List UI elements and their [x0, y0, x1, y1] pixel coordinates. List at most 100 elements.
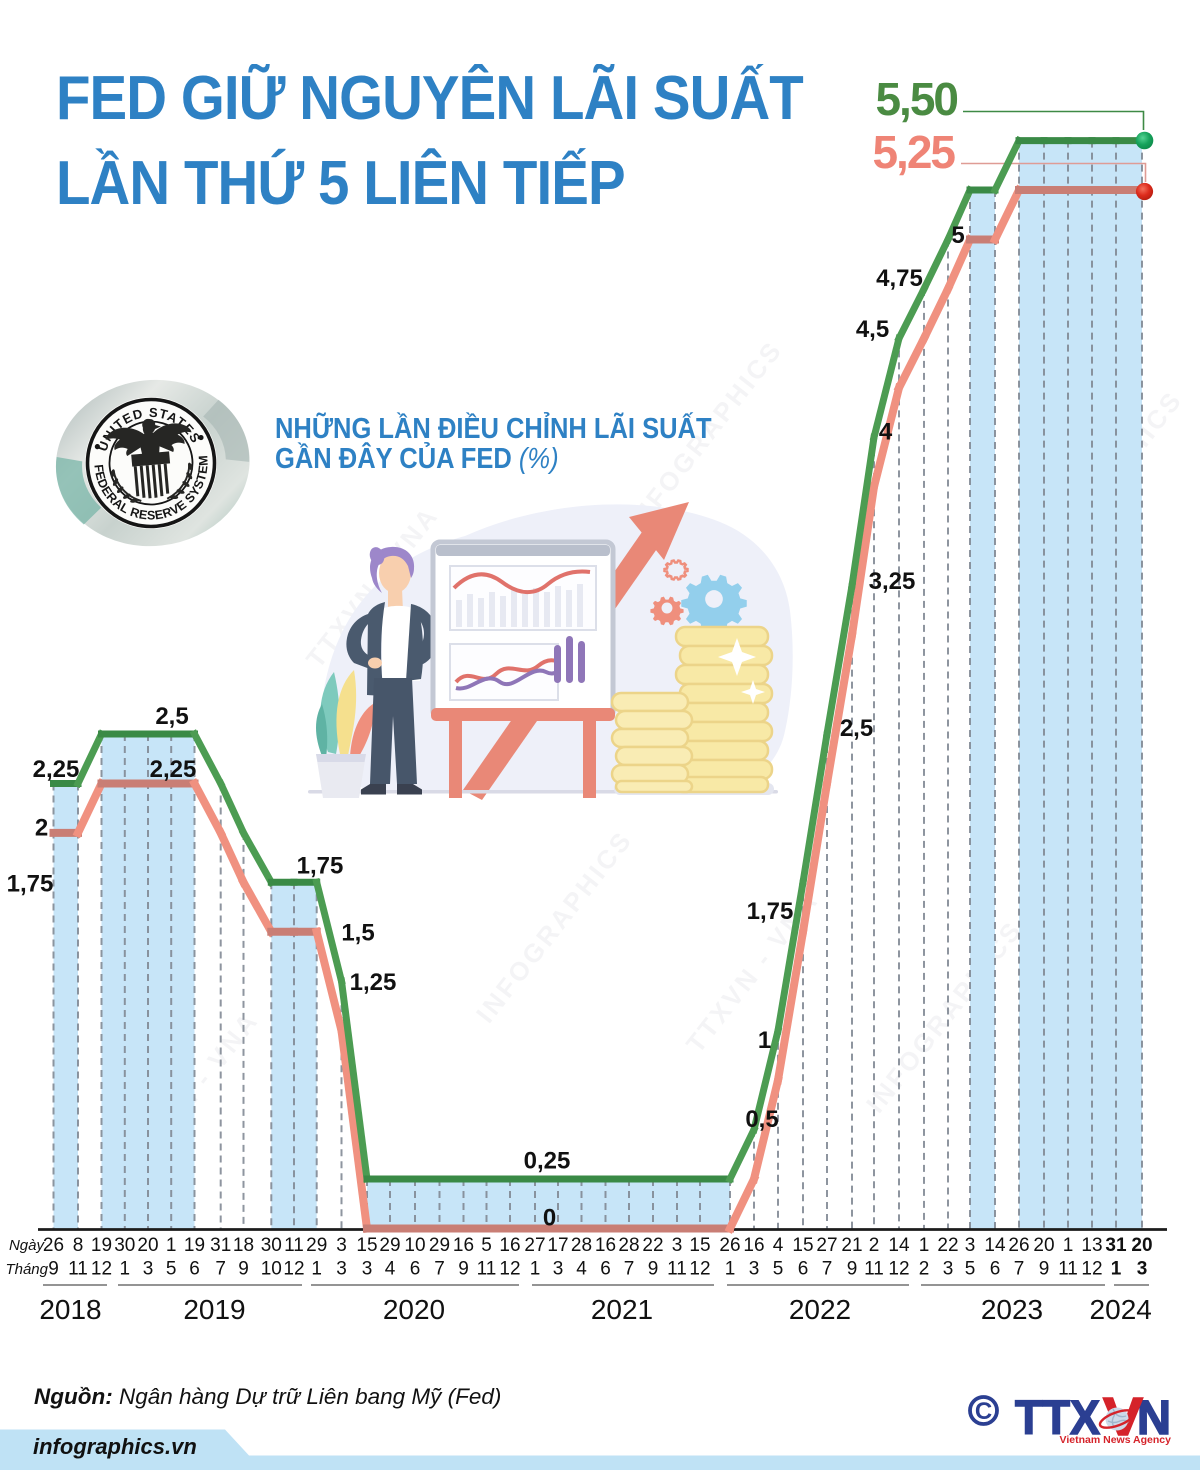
svg-text:1: 1 [1063, 1235, 1074, 1256]
svg-text:5: 5 [773, 1259, 784, 1280]
svg-text:26: 26 [719, 1235, 740, 1256]
svg-text:15: 15 [356, 1235, 377, 1256]
svg-text:20: 20 [137, 1235, 158, 1256]
svg-text:29: 29 [429, 1235, 450, 1256]
svg-text:TTX: TTX [1015, 1392, 1100, 1445]
svg-text:27: 27 [524, 1235, 545, 1256]
svg-text:2022: 2022 [789, 1294, 851, 1325]
svg-text:7: 7 [215, 1259, 226, 1280]
svg-text:3: 3 [943, 1259, 954, 1280]
svg-text:0,5: 0,5 [745, 1106, 778, 1133]
svg-text:9: 9 [1039, 1259, 1050, 1280]
svg-text:20: 20 [1131, 1235, 1152, 1256]
svg-text:1: 1 [1111, 1259, 1122, 1280]
svg-text:6: 6 [798, 1259, 809, 1280]
svg-text:28: 28 [618, 1235, 639, 1256]
svg-text:5: 5 [951, 222, 964, 249]
svg-text:11: 11 [477, 1259, 497, 1280]
svg-text:19: 19 [184, 1235, 205, 1256]
svg-text:10: 10 [261, 1259, 282, 1280]
svg-text:14: 14 [888, 1235, 910, 1256]
svg-text:2: 2 [35, 815, 48, 842]
svg-text:0: 0 [543, 1205, 556, 1232]
svg-text:28: 28 [571, 1235, 592, 1256]
svg-text:3: 3 [749, 1259, 760, 1280]
svg-text:1: 1 [166, 1235, 177, 1256]
svg-text:2,25: 2,25 [33, 756, 80, 783]
svg-text:3,25: 3,25 [869, 568, 916, 595]
svg-text:11: 11 [667, 1259, 687, 1280]
svg-text:1,75: 1,75 [747, 898, 794, 925]
svg-text:6: 6 [990, 1259, 1001, 1280]
svg-text:3: 3 [336, 1235, 347, 1256]
svg-text:1: 1 [725, 1259, 736, 1280]
svg-text:11: 11 [864, 1259, 884, 1280]
svg-text:2,25: 2,25 [150, 756, 197, 783]
svg-text:11: 11 [1058, 1259, 1078, 1280]
svg-text:18: 18 [233, 1235, 254, 1256]
svg-text:9: 9 [48, 1259, 59, 1280]
svg-text:5: 5 [481, 1235, 492, 1256]
svg-text:2: 2 [869, 1235, 880, 1256]
svg-text:26: 26 [43, 1235, 64, 1256]
svg-text:2024: 2024 [1090, 1294, 1152, 1325]
svg-text:1,75: 1,75 [7, 871, 54, 898]
svg-text:16: 16 [499, 1235, 520, 1256]
svg-text:12: 12 [689, 1259, 710, 1280]
svg-text:16: 16 [595, 1235, 616, 1256]
svg-text:9: 9 [648, 1259, 659, 1280]
svg-text:7: 7 [434, 1259, 445, 1280]
svg-text:7: 7 [1014, 1259, 1025, 1280]
svg-text:15: 15 [792, 1235, 813, 1256]
svg-text:6: 6 [410, 1259, 421, 1280]
svg-text:10: 10 [404, 1235, 425, 1256]
svg-text:29: 29 [379, 1235, 400, 1256]
svg-text:21: 21 [841, 1235, 862, 1256]
svg-text:12: 12 [283, 1259, 304, 1280]
svg-text:2,5: 2,5 [840, 715, 873, 742]
svg-text:31: 31 [1105, 1235, 1127, 1256]
svg-text:1: 1 [758, 1027, 771, 1054]
svg-text:22: 22 [642, 1235, 663, 1256]
svg-text:N: N [1137, 1392, 1171, 1445]
svg-text:26: 26 [1008, 1235, 1029, 1256]
svg-text:4: 4 [879, 419, 893, 446]
svg-text:1: 1 [311, 1259, 322, 1280]
svg-text:13: 13 [1081, 1235, 1102, 1256]
svg-text:C: C [975, 1398, 992, 1425]
svg-text:11: 11 [284, 1235, 304, 1256]
svg-text:2019: 2019 [183, 1294, 245, 1325]
svg-text:22: 22 [937, 1235, 958, 1256]
svg-text:8: 8 [73, 1235, 84, 1256]
svg-text:6: 6 [600, 1259, 611, 1280]
svg-text:3: 3 [672, 1235, 683, 1256]
svg-text:3: 3 [143, 1259, 154, 1280]
svg-text:20: 20 [1033, 1235, 1054, 1256]
svg-text:2023: 2023 [981, 1294, 1043, 1325]
svg-text:29: 29 [306, 1235, 327, 1256]
svg-text:12: 12 [91, 1259, 112, 1280]
svg-text:3: 3 [553, 1259, 564, 1280]
svg-text:4: 4 [773, 1235, 784, 1256]
svg-text:7: 7 [822, 1259, 833, 1280]
svg-text:2020: 2020 [383, 1294, 445, 1325]
svg-text:1,75: 1,75 [297, 853, 344, 880]
svg-text:4: 4 [385, 1259, 396, 1280]
svg-text:15: 15 [689, 1235, 710, 1256]
svg-text:1: 1 [530, 1259, 541, 1280]
svg-text:11: 11 [68, 1259, 88, 1280]
svg-text:3: 3 [336, 1259, 347, 1280]
svg-text:6: 6 [189, 1259, 200, 1280]
svg-text:12: 12 [888, 1259, 909, 1280]
svg-text:19: 19 [91, 1235, 112, 1256]
svg-text:9: 9 [847, 1259, 858, 1280]
svg-text:31: 31 [210, 1235, 231, 1256]
svg-text:2: 2 [919, 1259, 930, 1280]
svg-text:3: 3 [1137, 1259, 1148, 1280]
svg-text:9: 9 [458, 1259, 469, 1280]
svg-text:Ngày: Ngày [9, 1237, 46, 1254]
svg-text:1: 1 [120, 1259, 131, 1280]
svg-text:2018: 2018 [39, 1294, 101, 1325]
svg-text:1,5: 1,5 [341, 920, 374, 947]
svg-text:0,25: 0,25 [524, 1148, 571, 1175]
